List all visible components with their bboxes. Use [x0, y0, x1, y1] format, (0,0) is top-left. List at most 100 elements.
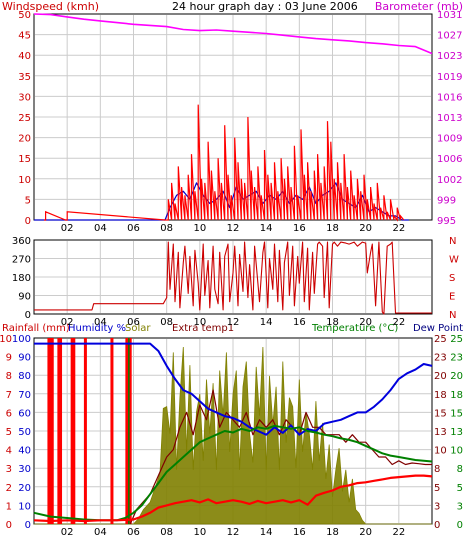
extra-temp-series-line: [129, 389, 432, 525]
rain-tick-10: 10: [0, 334, 12, 345]
x-tick-label-14: 14: [260, 527, 273, 538]
x-tick-label-22: 22: [392, 527, 405, 538]
windspeed-tick-45: 45: [18, 31, 31, 42]
direction-tick-360: 360: [12, 236, 31, 247]
extra-temp-tick-0: 0: [434, 520, 440, 531]
rain-tick-8: 8: [6, 371, 12, 382]
rain-tick-2: 2: [6, 483, 12, 494]
rain-bar: [110, 338, 114, 524]
windspeed-tick-20: 20: [18, 134, 31, 145]
x-tick-label-08: 08: [160, 223, 173, 234]
extra-temp-tick-10: 10: [434, 446, 447, 457]
windspeed-tick-25: 25: [18, 113, 31, 124]
x-tick-label-02: 02: [61, 223, 74, 234]
barometer-tick-1002: 1002: [437, 175, 462, 186]
direction-tick-90: 90: [18, 292, 31, 303]
windspeed-tick-0: 0: [25, 216, 31, 227]
x-tick-label-08: 08: [160, 317, 173, 328]
extra-temp-tick-13: 13: [434, 427, 447, 438]
extra-temp-tick-15: 15: [434, 408, 447, 419]
barometer-tick-1009: 1009: [437, 134, 462, 145]
temperature-tick-0: 0: [457, 520, 463, 531]
rain-tick-0: 0: [6, 520, 12, 531]
rain-bar: [83, 338, 87, 524]
rain-tick-3: 3: [6, 464, 12, 475]
temperature-tick-23: 23: [450, 353, 463, 364]
x-tick-label-12: 12: [227, 317, 240, 328]
x-tick-label-20: 20: [359, 223, 372, 234]
solar-series-area: [34, 346, 432, 525]
rain-bar: [47, 338, 51, 524]
x-tick-label-18: 18: [326, 317, 339, 328]
temperature-tick-3: 3: [457, 501, 463, 512]
x-tick-label-02: 02: [61, 527, 74, 538]
direction-tick-0: 0: [25, 310, 31, 321]
temperature-series-line: [33, 474, 433, 523]
extra-temp-tick-5: 5: [434, 483, 440, 494]
rain-bar: [49, 338, 53, 524]
temperature-tick-13: 13: [450, 427, 463, 438]
extra-temp-tick-8: 8: [434, 464, 440, 475]
humidity-tick-30: 30: [18, 464, 31, 475]
x-tick-label-22: 22: [392, 223, 405, 234]
x-tick-label-10: 10: [193, 317, 206, 328]
temperature-tick-15: 15: [450, 408, 463, 419]
temperature-tick-8: 8: [457, 464, 463, 475]
humidity-series-line: [34, 342, 433, 436]
gust-series-line: [44, 104, 405, 222]
extra-temp-axis-title: Extra temp1: [172, 323, 234, 334]
rain-bar: [72, 338, 76, 524]
rain-tick-6: 6: [6, 408, 12, 419]
extra-temp-tick-18: 18: [434, 390, 447, 401]
temperature-tick-18: 18: [450, 390, 463, 401]
x-tick-label-16: 16: [293, 317, 306, 328]
direction-tick-180: 180: [12, 273, 31, 284]
windspeed-axis-title: Windspeed (kmh): [2, 0, 99, 13]
rain-bar: [70, 338, 74, 524]
windspeed-tick-10: 10: [18, 175, 31, 186]
extra-temp-tick-25: 25: [434, 334, 447, 345]
dew-point-axis-title: Dew Point: [413, 323, 463, 334]
barometer-tick-1031: 1031: [437, 10, 462, 21]
humidity-tick-90: 90: [18, 353, 31, 364]
x-tick-label-18: 18: [326, 223, 339, 234]
x-tick-label-04: 04: [94, 223, 107, 234]
compass-tick-E: E: [449, 292, 455, 303]
temperature-axis-title: Temperature (°C): [311, 323, 398, 334]
x-tick-label-04: 04: [94, 527, 107, 538]
x-tick-label-18: 18: [326, 527, 339, 538]
x-tick-label-22: 22: [392, 317, 405, 328]
compass-tick-S: S: [449, 273, 455, 284]
windspeed-tick-35: 35: [18, 72, 31, 83]
x-tick-label-12: 12: [227, 527, 240, 538]
x-tick-label-16: 16: [293, 223, 306, 234]
barometer-tick-1016: 1016: [437, 92, 462, 103]
extra-temp-tick-20: 20: [434, 371, 447, 382]
barometer-tick-1023: 1023: [437, 51, 462, 62]
x-tick-label-16: 16: [293, 527, 306, 538]
temperature-tick-5: 5: [457, 483, 463, 494]
x-tick-label-06: 06: [127, 317, 140, 328]
x-tick-label-06: 06: [127, 223, 140, 234]
barometer-axis-title: Barometer (mb): [375, 0, 463, 13]
x-tick-label-20: 20: [359, 317, 372, 328]
extra-temp-tick-23: 23: [434, 353, 447, 364]
temperature-tick-10: 10: [450, 446, 463, 457]
wind-panel-frame: [33, 13, 433, 221]
direction-series-line: [34, 241, 432, 315]
rain-tick-9: 9: [6, 353, 12, 364]
x-tick-label-10: 10: [193, 527, 206, 538]
temperature-tick-25: 25: [450, 334, 463, 345]
humidity-tick-70: 70: [18, 390, 31, 401]
rain-bar: [50, 338, 54, 524]
x-tick-label-02: 02: [61, 317, 74, 328]
rain-tick-1: 1: [6, 501, 12, 512]
compass-tick-W: W: [449, 255, 459, 266]
x-tick-label-08: 08: [160, 527, 173, 538]
extra-temp-tick-3: 3: [434, 501, 440, 512]
humidity-tick-60: 60: [18, 408, 31, 419]
barometer-tick-1013: 1013: [437, 113, 462, 124]
compass-tick-N: N: [449, 310, 456, 321]
